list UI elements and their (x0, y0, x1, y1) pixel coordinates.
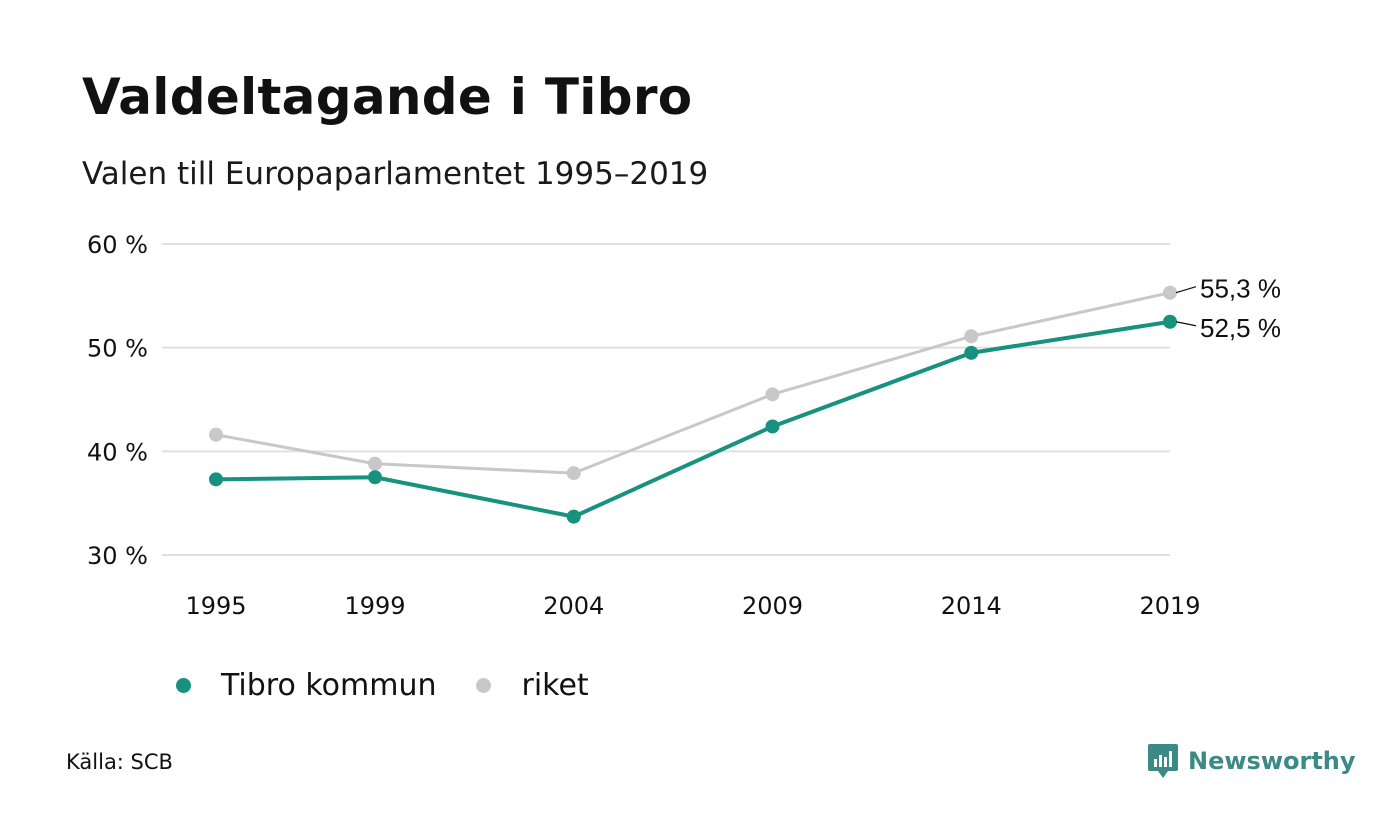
legend-dot-tibro (176, 678, 191, 693)
legend-label-tibro: Tibro kommun (221, 668, 437, 703)
legend-item-riket[interactable]: riket (476, 668, 589, 703)
x-tick-label: 1999 (344, 592, 405, 620)
end-value-label: 55,3 % (1200, 274, 1281, 304)
data-point[interactable] (566, 466, 581, 481)
end-labels: 55,3 % 52,5 % (1175, 274, 1281, 343)
grid-lines (162, 243, 1170, 556)
chart-title: Valdeltagande i Tibro (82, 68, 693, 126)
source-note: Källa: SCB (66, 750, 173, 774)
data-point[interactable] (566, 509, 581, 524)
end-value-label: 52,5 % (1200, 313, 1281, 343)
data-point[interactable] (1163, 314, 1177, 329)
x-tick-label: 1995 (185, 592, 246, 620)
x-tick-label: 2009 (742, 592, 803, 620)
data-point[interactable] (209, 472, 223, 487)
x-tick-label: 2014 (941, 592, 1002, 620)
series-lines (209, 285, 1177, 524)
y-axis-ticks: 30 % 40 % 50 % 60 % (87, 231, 148, 570)
data-point[interactable] (964, 329, 979, 344)
legend: Tibro kommun riket (176, 668, 629, 703)
brand-logo[interactable]: Newsworthy (1148, 744, 1356, 778)
newsworthy-logo-icon (1148, 744, 1178, 778)
series-line (215, 291, 1171, 475)
data-point[interactable] (765, 387, 780, 402)
legend-item-tibro[interactable]: Tibro kommun (176, 668, 436, 703)
x-axis-ticks: 1995 1999 2004 2009 2014 2019 (185, 592, 1200, 620)
y-tick-label: 60 % (87, 231, 148, 259)
data-point[interactable] (765, 419, 780, 434)
data-point[interactable] (368, 456, 382, 471)
y-tick-label: 50 % (87, 335, 148, 363)
end-label-leader (1175, 321, 1197, 327)
legend-label-riket: riket (521, 668, 589, 703)
series-tibro (209, 314, 1177, 524)
series-line (215, 319, 1171, 519)
x-tick-label: 2004 (543, 592, 604, 620)
end-label-leader (1175, 286, 1197, 294)
data-point[interactable] (209, 427, 223, 442)
y-tick-label: 30 % (87, 542, 148, 570)
data-point[interactable] (964, 345, 979, 360)
x-tick-label: 2019 (1139, 592, 1200, 620)
brand-name: Newsworthy (1188, 747, 1356, 775)
chart-subtitle: Valen till Europaparlamentet 1995–2019 (82, 156, 709, 192)
data-point[interactable] (368, 470, 382, 485)
legend-dot-riket (476, 678, 492, 693)
series-riket (209, 285, 1177, 481)
y-tick-label: 40 % (87, 438, 148, 466)
data-point[interactable] (1163, 285, 1177, 300)
